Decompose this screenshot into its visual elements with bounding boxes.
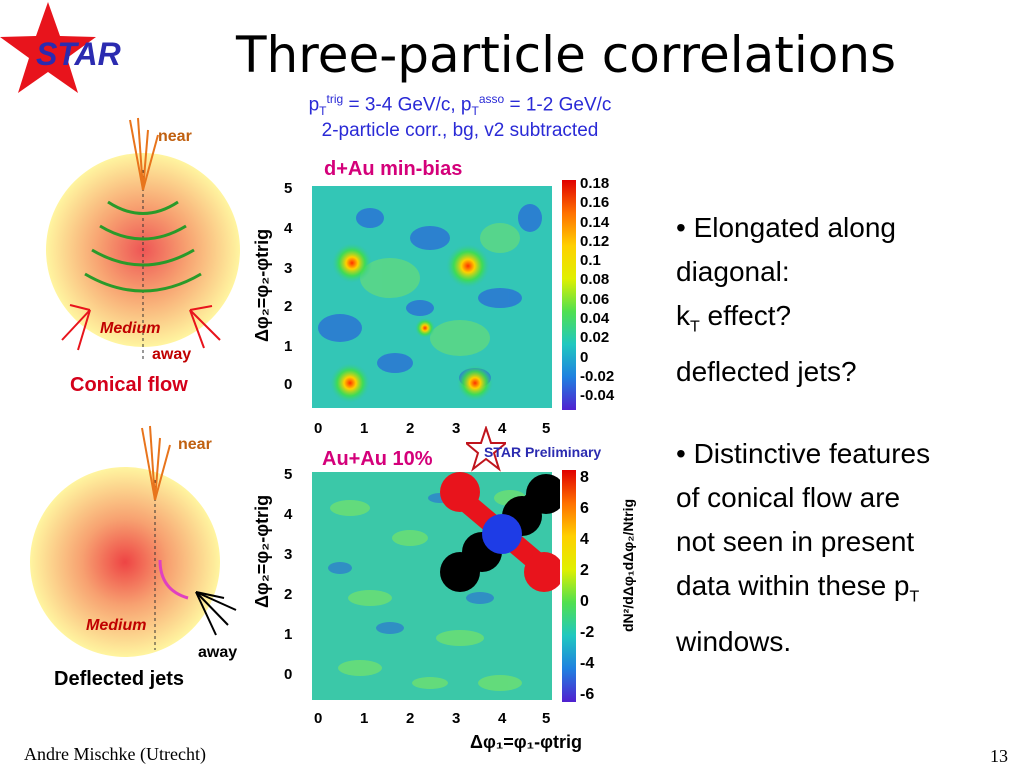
colorbar-tick: 8 xyxy=(580,469,589,486)
dau-colorbar xyxy=(562,180,576,410)
x-tick: 2 xyxy=(406,710,415,727)
medium-label-bottom: Medium xyxy=(86,617,147,634)
slide-title: Three-particle correlations xyxy=(236,26,897,84)
colorbar-tick: 0.06 xyxy=(580,290,610,308)
auau-plot-label: Au+Au 10% xyxy=(322,448,433,470)
bullet-2-line-3: not seen in present xyxy=(676,526,915,557)
y-tick: 3 xyxy=(284,546,293,563)
y-tick: 3 xyxy=(284,260,293,277)
x-tick: 5 xyxy=(542,420,551,437)
star-preliminary-text: STAR Preliminary xyxy=(484,444,602,460)
y-tick: 2 xyxy=(284,586,293,603)
conical-flow-caption: Conical flow xyxy=(70,374,188,396)
bullet-2-line-1: • Distinctive features xyxy=(676,438,931,469)
y-tick: 0 xyxy=(284,666,293,683)
colorbar-tick: 0.04 xyxy=(580,310,610,328)
bullet-2-line-4: data within these pT xyxy=(676,570,920,606)
colorbar-tick: 0 xyxy=(580,348,589,366)
dau-heatmap xyxy=(312,186,552,408)
star-preliminary-icon xyxy=(463,424,509,472)
x-tick: 3 xyxy=(452,420,461,437)
subtitle-line2: 2-particle corr., bg, v2 subtracted xyxy=(321,120,599,141)
medium-label-top: Medium xyxy=(100,320,161,337)
x-tick: 5 xyxy=(542,710,551,727)
colorbar-tick: -2 xyxy=(580,624,595,641)
deflected-jets-diagram xyxy=(28,420,248,670)
bullet-2-line-2: of conical flow are xyxy=(676,482,901,513)
x-tick: 4 xyxy=(498,420,507,437)
y-tick: 1 xyxy=(284,338,293,355)
x-tick: 1 xyxy=(360,710,369,727)
away-label-top: away xyxy=(152,346,192,363)
auau-heatmap xyxy=(312,472,566,700)
colorbar-tick: 0.08 xyxy=(580,271,610,289)
x-tick: 3 xyxy=(452,710,461,727)
colorbar-tick: -0.02 xyxy=(580,367,615,385)
x-axis-label: Δφ₁=φ₁-φtrig xyxy=(470,732,582,752)
bullet-1-line-3: kT effect? xyxy=(676,300,792,336)
auau-x-ticks: 0 1 2 3 4 5 xyxy=(306,710,566,730)
star-preliminary-badge: STAR Preliminary xyxy=(463,424,626,474)
y-tick: 2 xyxy=(284,298,293,315)
y-tick: 5 xyxy=(284,466,293,483)
conical-flow-diagram xyxy=(40,110,240,380)
star-logo: STAR xyxy=(0,0,121,100)
colorbar-tick: 0.12 xyxy=(580,232,610,250)
dau-x-ticks: 0 1 2 3 4 5 xyxy=(306,420,566,440)
logo-text: STAR xyxy=(36,36,121,72)
colorbar-tick: -4 xyxy=(580,655,595,672)
colorbar-tick: 0.18 xyxy=(580,175,610,192)
bullet-2-line-5: windows. xyxy=(676,625,792,657)
y-tick: 4 xyxy=(284,506,293,523)
colorbar-tick: 0.16 xyxy=(580,194,610,212)
subtitle-line1: pTtrig = 3-4 GeV/c, pTasso = 1-2 GeV/c xyxy=(308,92,612,119)
conical-flow-graphic xyxy=(46,117,240,360)
auau-colorbar xyxy=(562,470,576,702)
y-tick: 1 xyxy=(284,626,293,643)
colorbar-tick: 4 xyxy=(580,531,589,548)
x-tick: 0 xyxy=(314,420,323,437)
page-number: 13 xyxy=(990,746,1008,766)
bullet-1-line-1: • Elongated along xyxy=(676,212,896,243)
colorbar-tick: -0.04 xyxy=(580,387,615,405)
near-label-bottom: near xyxy=(178,436,212,453)
auau-plot xyxy=(300,468,576,708)
dau-y-axis-label: Δφ₂=φ₂-φtrig xyxy=(252,228,272,342)
y-tick: 0 xyxy=(284,376,293,393)
y-tick: 4 xyxy=(284,220,293,237)
bullet-1-line-4: deflected jets? xyxy=(676,355,857,387)
auau-z-axis-label: dN²/dΔφ₁dΔφ₂/Ntrig xyxy=(620,498,636,632)
colorbar-tick: -6 xyxy=(580,686,595,703)
colorbar-tick: 6 xyxy=(580,500,589,517)
bullet-1: • Elongated along diagonal: kT effect? d… xyxy=(676,206,1016,394)
y-tick: 5 xyxy=(284,180,293,197)
near-label-top: near xyxy=(158,128,192,145)
colorbar-tick: 0.1 xyxy=(580,252,601,270)
dau-plot xyxy=(300,178,576,414)
auau-colorbar-ticks: 8 6 4 2 0 -2 -4 -6 xyxy=(580,462,620,712)
deflected-jets-graphic xyxy=(30,425,237,657)
footer-author: Andre Mischke (Utrecht) xyxy=(24,744,206,764)
x-tick: 4 xyxy=(498,710,507,727)
star-logo-icon xyxy=(0,2,96,93)
x-tick: 1 xyxy=(360,420,369,437)
away-label-bottom: away xyxy=(198,644,238,661)
deflected-jets-caption: Deflected jets xyxy=(54,668,185,690)
colorbar-tick: 0.14 xyxy=(580,213,610,231)
colorbar-tick: 0.02 xyxy=(580,329,610,347)
x-tick: 0 xyxy=(314,710,323,727)
bullet-2: • Distinctive features of conical flow a… xyxy=(676,432,1016,664)
colorbar-tick: 2 xyxy=(580,562,589,579)
bullet-1-line-2: diagonal: xyxy=(676,256,790,287)
auau-y-axis-label: Δφ₂=φ₂-φtrig xyxy=(252,494,272,608)
dau-plot-label: d+Au min-bias xyxy=(324,158,463,180)
x-tick: 2 xyxy=(406,420,415,437)
colorbar-tick: 0 xyxy=(580,593,589,610)
dau-colorbar-ticks: 0.18 0.16 0.14 0.12 0.1 0.08 0.06 0.04 0… xyxy=(580,174,640,424)
